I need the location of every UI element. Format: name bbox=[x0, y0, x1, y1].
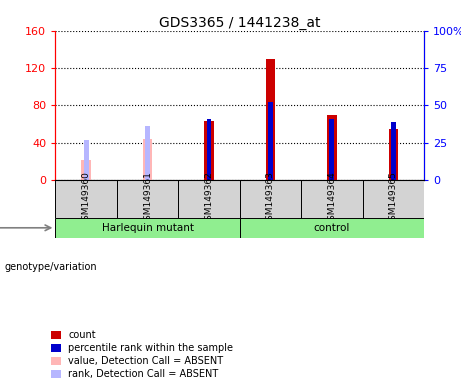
Text: GSM149363: GSM149363 bbox=[266, 171, 275, 226]
Text: Harlequin mutant: Harlequin mutant bbox=[101, 223, 194, 233]
Bar bbox=[266, 59, 275, 180]
Bar bbox=[178, 180, 240, 217]
Text: GSM149365: GSM149365 bbox=[389, 171, 398, 226]
Bar bbox=[240, 217, 424, 238]
Text: genotype/variation: genotype/variation bbox=[5, 262, 97, 272]
Legend: count, percentile rank within the sample, value, Detection Call = ABSENT, rank, : count, percentile rank within the sample… bbox=[51, 330, 233, 379]
Bar bbox=[82, 160, 91, 180]
Bar bbox=[391, 122, 396, 180]
Text: GSM149361: GSM149361 bbox=[143, 171, 152, 226]
Bar bbox=[204, 121, 213, 180]
Bar bbox=[240, 180, 301, 217]
Bar bbox=[268, 103, 273, 180]
Text: GSM149360: GSM149360 bbox=[82, 171, 90, 226]
Bar bbox=[83, 140, 89, 180]
Bar bbox=[145, 126, 150, 180]
Text: GSM149364: GSM149364 bbox=[327, 172, 337, 226]
Bar bbox=[330, 119, 334, 180]
Bar bbox=[143, 139, 152, 180]
Text: control: control bbox=[314, 223, 350, 233]
Bar bbox=[117, 180, 178, 217]
Bar bbox=[363, 180, 424, 217]
Text: GSM149362: GSM149362 bbox=[205, 172, 213, 226]
Bar bbox=[55, 180, 117, 217]
Bar bbox=[327, 115, 337, 180]
Bar bbox=[55, 217, 240, 238]
Title: GDS3365 / 1441238_at: GDS3365 / 1441238_at bbox=[159, 16, 320, 30]
Bar bbox=[301, 180, 363, 217]
Bar bbox=[207, 119, 212, 180]
Bar bbox=[389, 129, 398, 180]
